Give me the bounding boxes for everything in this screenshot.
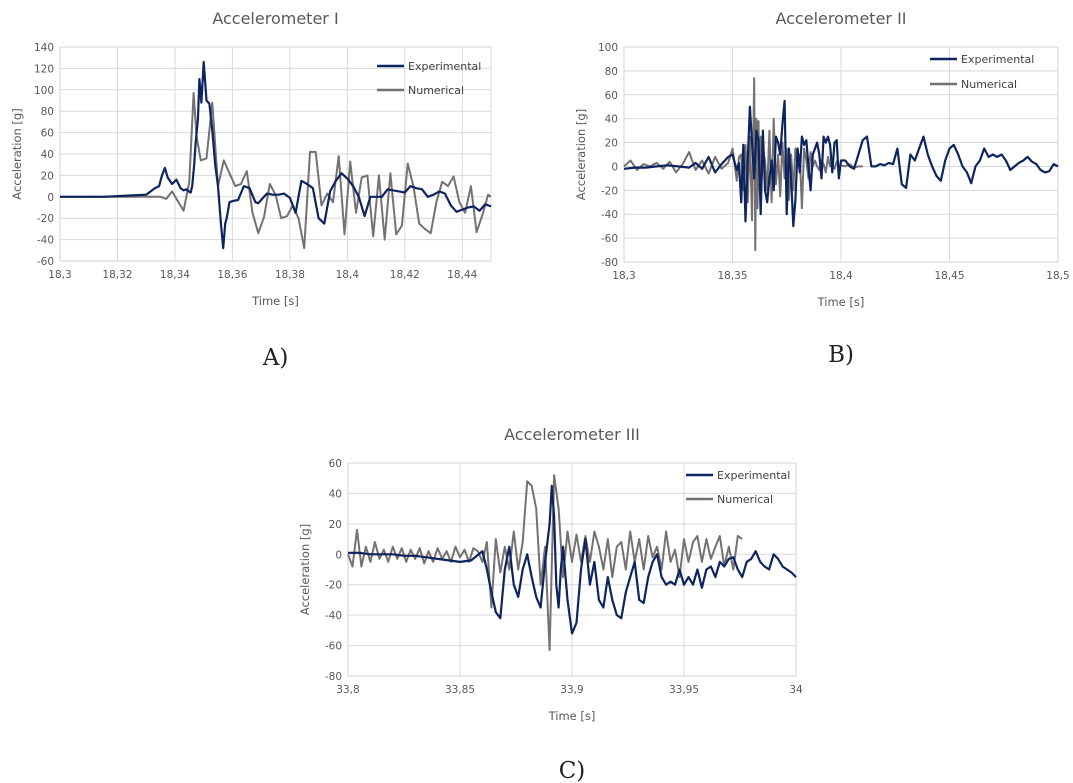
y-tick-label: 0 <box>611 161 618 173</box>
y-tick-label: -40 <box>325 610 342 622</box>
y-tick-label: -20 <box>37 213 54 225</box>
series-line-experimental <box>60 60 492 250</box>
y-tick-label: 40 <box>41 149 54 161</box>
y-tick-label: 100 <box>34 85 54 97</box>
legend-label-experimental: Experimental <box>961 53 1034 66</box>
x-tick-label: 18,34 <box>160 269 190 281</box>
y-tick-label: -60 <box>37 256 54 268</box>
chart-title: Accelerometer III <box>504 425 640 444</box>
x-tick-label: 18,4 <box>829 270 853 282</box>
panel-label: A) <box>262 345 289 371</box>
y-tick-label: 60 <box>41 128 54 140</box>
y-tick-label: 140 <box>34 42 54 54</box>
chart-c: Accelerometer III -80 -60 -40 -20 0 20 40 60 33,8… <box>298 425 803 783</box>
y-axis-label: Acceleration [g] <box>298 524 312 615</box>
y-axis-label: Acceleration [g] <box>10 108 24 199</box>
legend-label-experimental: Experimental <box>717 469 790 482</box>
legend-label-numerical: Numerical <box>961 78 1017 91</box>
y-tick-label: -80 <box>601 257 618 269</box>
panel-label: B) <box>828 342 854 368</box>
x-tick-label: 33,85 <box>445 684 475 696</box>
x-tick-label: 18,3 <box>612 270 635 282</box>
y-tick-label: 40 <box>605 114 618 126</box>
y-tick-label: -80 <box>325 671 342 683</box>
plot-area <box>347 462 797 677</box>
y-tick-label: -60 <box>325 641 342 653</box>
x-tick-label: 18,32 <box>102 269 132 281</box>
series-line-experimental <box>348 484 797 635</box>
y-tick-label: -20 <box>325 580 342 592</box>
x-tick-label: 18,38 <box>275 269 305 281</box>
y-tick-label: -60 <box>601 233 618 245</box>
y-tick-label: 0 <box>335 549 342 561</box>
series-line-experimental <box>623 99 1059 228</box>
y-tick-label: -20 <box>601 185 618 197</box>
legend-label-experimental: Experimental <box>408 60 481 73</box>
x-axis-label: Time [s] <box>251 294 299 308</box>
y-tick-label: 20 <box>41 170 54 182</box>
chart-title: Accelerometer I <box>212 9 338 28</box>
y-tick-label: 80 <box>41 106 54 118</box>
series-line-numerical <box>60 92 492 250</box>
legend-label-numerical: Numerical <box>408 84 464 97</box>
legend-label-numerical: Numerical <box>717 493 773 506</box>
x-tick-label: 33,95 <box>669 684 699 696</box>
y-tick-label: 20 <box>605 138 618 150</box>
y-axis-label: Acceleration [g] <box>574 109 588 200</box>
panel-label: C) <box>559 758 586 783</box>
y-tick-label: -40 <box>37 235 54 247</box>
y-tick-label: 0 <box>47 192 54 204</box>
y-tick-label: 80 <box>605 66 618 78</box>
x-tick-label: 18,4 <box>336 269 360 281</box>
x-axis-label: Time [s] <box>817 295 865 309</box>
y-tick-label: 20 <box>329 519 342 531</box>
y-tick-label: 60 <box>329 458 342 470</box>
y-tick-label: -40 <box>601 209 618 221</box>
x-tick-label: 18,35 <box>717 270 747 282</box>
x-tick-label: 33,9 <box>560 684 583 696</box>
chart-b: Accelerometer II -80 -60 -40 -20 0 20 40 60 80 100… <box>574 9 1070 368</box>
x-tick-label: 18,42 <box>390 269 420 281</box>
x-tick-label: 18,45 <box>934 270 964 282</box>
y-tick-label: 120 <box>34 63 54 75</box>
x-tick-label: 18,44 <box>447 269 477 281</box>
y-tick-label: 60 <box>605 90 618 102</box>
y-tick-label: 40 <box>329 488 342 500</box>
plot-area <box>59 46 492 262</box>
x-tick-label: 18,3 <box>48 269 71 281</box>
chart-title: Accelerometer II <box>775 9 906 28</box>
x-tick-label: 18,5 <box>1046 270 1069 282</box>
x-axis-label: Time [s] <box>548 709 596 723</box>
x-tick-label: 18,36 <box>217 269 247 281</box>
x-tick-label: 33,8 <box>336 684 359 696</box>
plot-area <box>623 46 1059 263</box>
x-tick-label: 34 <box>789 684 803 696</box>
chart-a: Accelerometer I -60 -40 -20 0 20 40 60 80 100 120 1… <box>10 9 492 371</box>
y-tick-label: 100 <box>598 42 618 54</box>
